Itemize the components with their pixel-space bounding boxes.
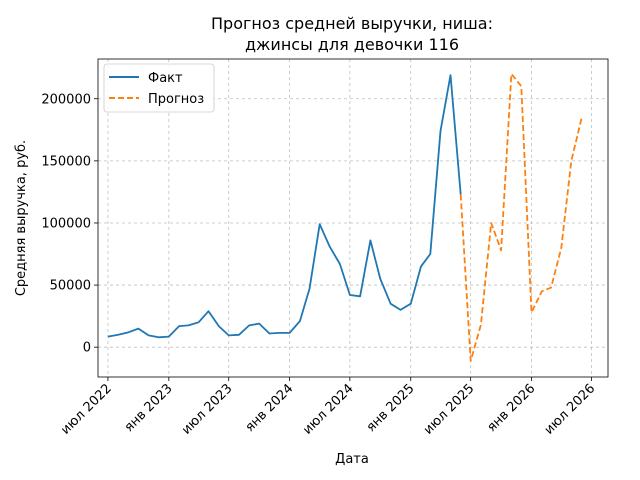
y-tick-label: 50000 [50,279,91,294]
legend-label-forecast: Прогноз [148,92,204,107]
x-tick-label: янв 2025 [364,381,418,435]
legend-label-fact: Факт [148,71,183,86]
axis-ticks: июл 2022 янв 2023 июл 2023 янв 2024 июл 2024… [41,92,598,437]
y-tick-label: 0 [83,341,91,356]
x-tick-label: июл 2024 [300,381,357,438]
y-tick-label: 100000 [41,216,91,231]
x-tick-label: июл 2022 [58,381,115,438]
x-tick-label: янв 2023 [122,381,176,435]
x-tick-label: янв 2024 [243,381,297,435]
series-line-forecast [459,73,583,362]
x-tick-label: июл 2026 [542,381,599,438]
y-axis-label: Средняя выручка, руб. [14,140,29,296]
x-axis-label: Дата [335,452,369,467]
series-lines [107,73,583,362]
chart-title-line-2: джинсы для девочки 116 [245,35,459,54]
grid-lines [98,59,608,377]
y-tick-label: 150000 [41,154,91,169]
x-tick-label: июл 2023 [179,381,236,438]
legend: Факт Прогноз [103,63,215,113]
chart-title-line-1: Прогноз средней выручки, ниша: [211,14,493,33]
y-tick-label: 200000 [41,92,91,107]
series-line-fact [107,74,462,339]
x-tick-label: янв 2026 [484,381,538,435]
plot-frame [97,58,609,378]
x-tick-label: июл 2025 [421,381,478,438]
